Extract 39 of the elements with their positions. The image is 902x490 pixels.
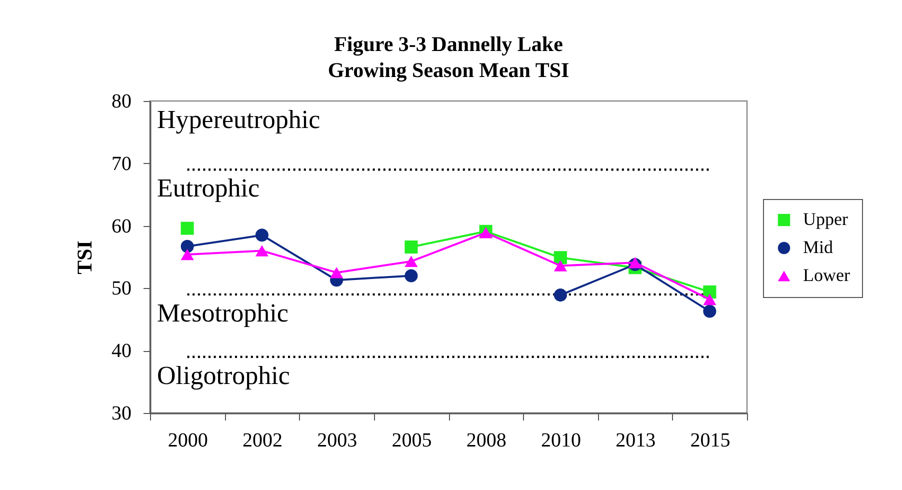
x-tick-label: 2008 [466, 430, 506, 452]
point [703, 304, 716, 318]
point [255, 245, 268, 256]
point [554, 260, 567, 272]
y-tick-label: 80 [112, 90, 132, 112]
y-tick-label: 40 [112, 340, 132, 362]
x-tick-label: 2013 [616, 430, 656, 452]
point [404, 269, 418, 282]
point [404, 240, 418, 254]
x-tick-label: 2015 [690, 430, 730, 452]
point [554, 288, 567, 302]
point [404, 256, 418, 268]
point [180, 248, 194, 260]
legend-label: Mid [803, 237, 834, 257]
legend-label: Lower [803, 265, 850, 285]
annotation: Mesotrophic [157, 298, 288, 328]
point [628, 256, 642, 268]
point [255, 228, 268, 242]
annotation: Hypereutrophic [157, 105, 320, 134]
chart-title: Figure 3-3 Dannelly Lake Growing Season Mean TSI [328, 32, 570, 82]
annotation: Oligotrophic [157, 360, 290, 390]
legend-label: Upper [803, 209, 848, 229]
point [703, 294, 716, 306]
y-tick-label: 50 [112, 278, 132, 300]
x-tick-label: 2003 [317, 430, 358, 452]
y-tick-label: 30 [112, 402, 132, 424]
x-tick-label: 2010 [540, 430, 581, 452]
point [180, 240, 194, 253]
x-tick-label: 2005 [392, 430, 432, 452]
point [479, 227, 492, 238]
point [180, 222, 194, 235]
x-tick-label: 2000 [168, 430, 208, 452]
annotation: Eutrophic [157, 174, 260, 203]
y-tick-label: 60 [112, 215, 132, 238]
point [554, 251, 567, 264]
x-tick-label: 2002 [242, 430, 282, 452]
y-tick-label: 70 [112, 152, 132, 175]
y-axis-title: TSI [72, 240, 96, 274]
point [330, 266, 344, 278]
